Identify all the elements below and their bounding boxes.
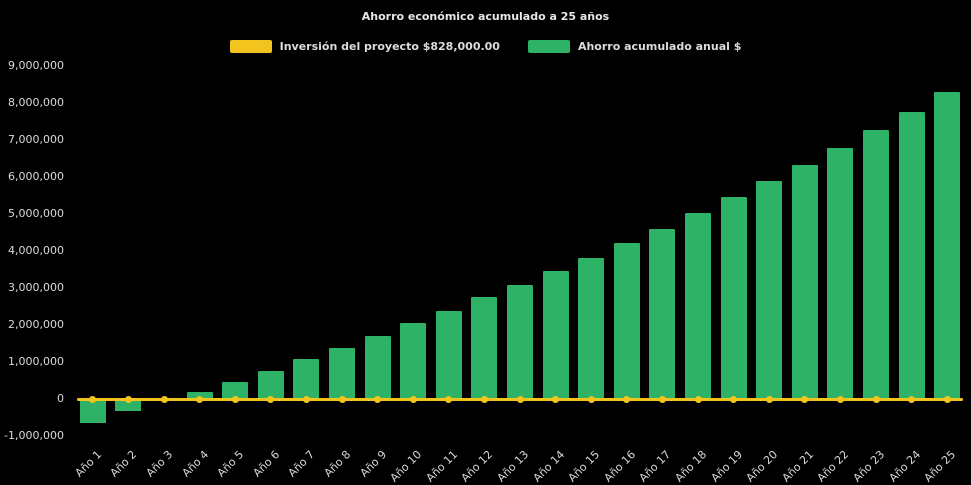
investment-line-marker [124,395,132,403]
investment-line-marker [516,395,524,403]
y-axis-tick-label: 8,000,000 [8,96,64,109]
investment-line-marker [658,395,666,403]
bar-año-23 [863,130,889,399]
investment-line-marker [338,395,346,403]
y-axis-tick-label: 0 [57,392,64,405]
savings-legend-label: Ahorro acumulado anual $ [577,40,742,53]
bar-año-8 [329,347,355,399]
bar-año-9 [364,336,391,399]
investment-line-marker [302,395,310,403]
investment-line-marker [801,395,809,403]
investment-legend-swatch [229,40,272,53]
investment-line-marker [908,395,916,403]
investment-line-marker [694,395,702,403]
investment-line-marker [374,395,382,403]
investment-line-marker [89,395,97,403]
investment-line-marker [267,395,275,403]
bar-año-16 [613,242,640,399]
bar-año-7 [293,359,320,399]
bar-año-24 [898,111,925,399]
investment-legend-label: Inversión del proyecto $828,000.00 [279,40,500,53]
investment-line-marker [943,395,951,403]
bar-año-10 [400,323,427,399]
bar-año-20 [756,181,783,399]
investment-line-marker [160,395,168,403]
y-axis-tick-label: 7,000,000 [8,133,64,146]
investment-line-marker [587,395,595,403]
bar-año-14 [542,270,569,399]
bar-año-2 [115,399,142,411]
x-axis-tick-label: Año 1 [72,448,105,480]
bar-año-18 [685,212,711,399]
bar-año-17 [649,228,676,399]
y-axis-tick-label: 9,000,000 [8,59,64,72]
bar-año-5 [222,381,249,399]
investment-line-marker [480,395,488,403]
y-axis-tick-label: 4,000,000 [8,244,64,257]
legend-item-savings: Ahorro acumulado anual $ [527,40,742,53]
bar-año-11 [435,310,462,399]
bar-año-25 [934,91,961,399]
y-axis-tick-label: -1,000,000 [4,429,64,442]
legend-item-investment: Inversión del proyecto $828,000.00 [229,40,500,53]
y-axis-tick-label: 2,000,000 [8,318,64,331]
chart-title: Ahorro económico acumulado a 25 años [361,10,610,23]
investment-line-marker [409,395,417,403]
y-axis-tick-label: 6,000,000 [8,170,64,183]
y-axis-tick-label: 1,000,000 [8,355,64,368]
investment-line-marker [445,395,453,403]
bar-año-21 [791,165,818,399]
bar-año-19 [720,196,747,399]
y-axis-tick-label: 3,000,000 [8,281,64,294]
investment-line-marker [836,395,844,403]
investment-line-marker [552,395,560,403]
bar-año-1 [79,399,106,424]
bar-año-15 [578,258,605,399]
investment-line-marker [623,395,631,403]
investment-line-marker [196,395,204,403]
bar-año-12 [471,296,498,399]
bar-año-6 [257,370,284,399]
chart-legend: Inversión del proyecto $828,000.00 Ahorr… [0,40,971,53]
investment-line-marker [872,395,880,403]
y-axis-tick-label: 5,000,000 [8,207,64,220]
bar-año-13 [507,285,533,399]
bar-año-22 [827,148,854,399]
investment-line-marker [730,395,738,403]
investment-line-marker [231,395,239,403]
bar-año-4 [186,391,213,399]
savings-legend-swatch [527,40,570,53]
investment-line-marker [765,395,773,403]
